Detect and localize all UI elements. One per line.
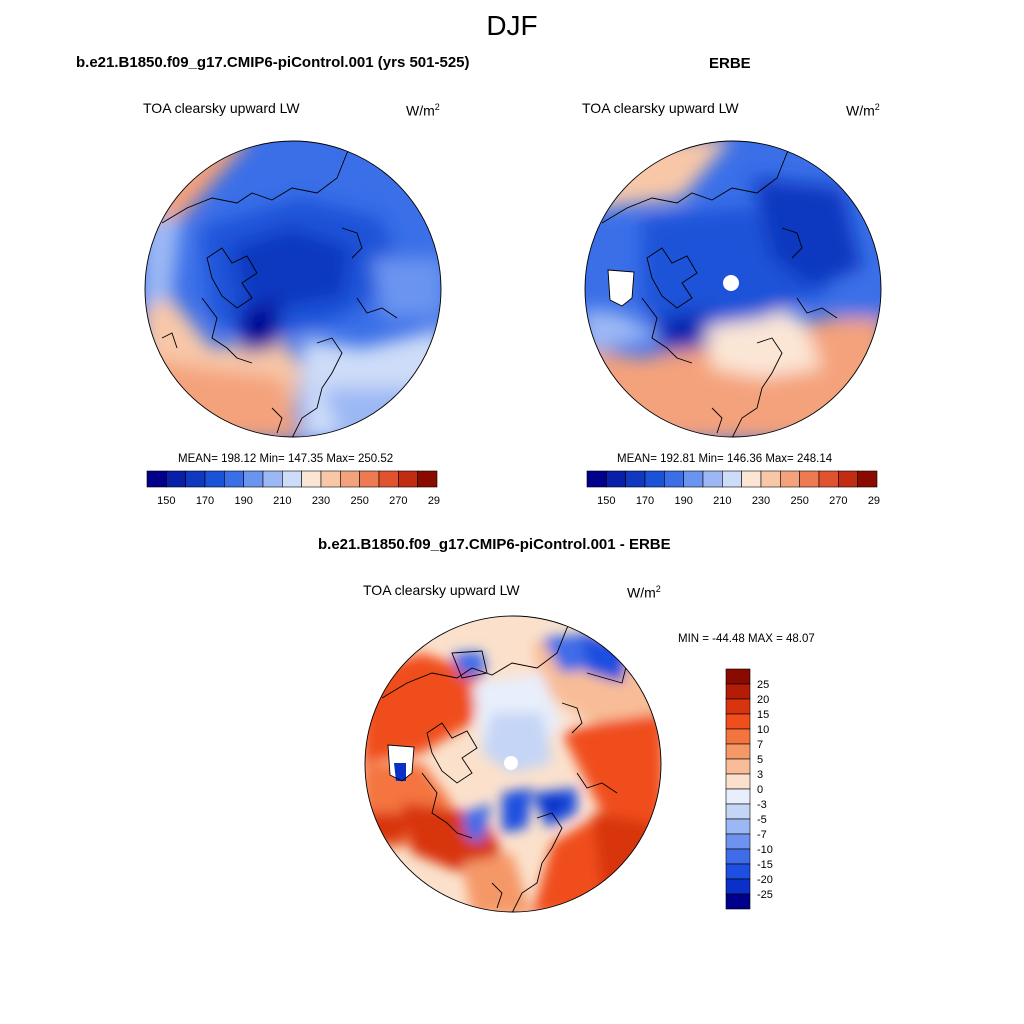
diff-colorbar-box [725,728,751,745]
diff-case-title: b.e21.B1850.f09_g17.CMIP6-piControl.001 … [318,536,671,553]
obs-colorbar-tick-label: 190 [674,495,692,507]
diff-colorbar-tick-label: 20 [757,694,769,706]
model-variable-label: TOA clearsky upward LW [143,100,300,116]
diff-colorbar-tick-label: -20 [757,874,773,886]
diff-colorbar-tick-label: 25 [757,679,769,691]
diff-colorbar-box [725,758,751,775]
obs-colorbar-box [606,470,626,488]
diff-colorbar-box [725,788,751,805]
obs-colorbar-box [586,470,607,488]
obs-colorbar-box [644,470,665,488]
model-colorbar-box [282,470,302,488]
obs-colorbar-box [838,470,858,488]
obs-colorbar-box [760,470,781,488]
diff-colorbar-tick-label: 15 [757,709,769,721]
obs-colorbar: 150 170 190 210 230 250 270 290 [586,470,880,507]
diff-colorbar-box [725,773,751,790]
obs-colorbar-box [741,470,762,488]
model-units-label: W/m2 [406,102,440,119]
diff-colorbar-box [725,743,751,760]
model-colorbar-box [417,470,438,488]
model-colorbar-box [243,470,264,488]
obs-colorbar-box [625,470,646,488]
obs-stats: MEAN= 192.81 Min= 146.36 Max= 248.14 [617,453,833,465]
model-colorbar-box [185,470,206,488]
diff-polar-map [364,615,662,913]
obs-colorbar-box [683,470,704,488]
diff-units-label: W/m2 [627,584,661,601]
obs-colorbar-tick-label: 250 [790,495,808,507]
obs-colorbar-box [664,470,684,488]
diff-colorbar-box [725,698,751,715]
model-colorbar-tick-label: 150 [157,495,175,507]
diff-colorbar-box [725,713,751,730]
diff-colorbar-tick-label: -25 [757,889,773,901]
diff-colorbar-box [725,833,751,850]
diff-colorbar-tick-label: -10 [757,844,773,856]
obs-colorbar-box [702,470,723,488]
model-colorbar-tick-label: 290 [428,495,440,507]
diff-colorbar-box [725,668,751,685]
diff-colorbar-tick-label: 10 [757,724,769,736]
obs-colorbar-box [818,470,839,488]
obs-colorbar-tick-label: 290 [868,495,880,507]
obs-colorbar-box [722,470,742,488]
diff-colorbar-box [725,683,751,700]
model-colorbar-tick-label: 210 [273,495,291,507]
obs-variable-label: TOA clearsky upward LW [582,100,739,116]
model-colorbar-box [340,470,360,488]
model-colorbar-box [359,470,380,488]
model-stats: MEAN= 198.12 Min= 147.35 Max= 250.52 [178,453,394,465]
diff-colorbar-tick-label: 3 [757,769,763,781]
obs-colorbar-box [780,470,800,488]
obs-polar-map [584,140,882,438]
model-colorbar-box [320,470,341,488]
obs-units-label: W/m2 [846,102,880,119]
obs-colorbar-tick-label: 170 [636,495,654,507]
diff-colorbar-tick-label: 0 [757,784,763,796]
obs-colorbar-tick-label: 230 [752,495,770,507]
diff-colorbar-tick-label: 7 [757,739,763,751]
model-polar-map [144,140,442,438]
model-colorbar-box [146,470,167,488]
obs-colorbar-box [857,470,878,488]
model-colorbar-tick-label: 270 [389,495,407,507]
diff-colorbar-tick-label: 5 [757,754,763,766]
obs-colorbar-box [799,470,820,488]
diff-colorbar-tick-label: -5 [757,814,767,826]
obs-colorbar-tick-label: 150 [597,495,615,507]
model-colorbar-tick-label: 190 [234,495,252,507]
model-colorbar-tick-label: 250 [350,495,368,507]
diff-colorbar: 25 20 15 10 7 5 3 0 -3 -5 -7 -10 -15 -20 -25 [725,668,773,910]
diff-variable-label: TOA clearsky upward LW [363,582,520,598]
model-colorbar-box [301,470,322,488]
model-colorbar-box [224,470,244,488]
model-colorbar-tick-label: 170 [196,495,214,507]
diff-colorbar-box [725,803,751,820]
model-colorbar-box [378,470,399,488]
obs-colorbar-tick-label: 270 [829,495,847,507]
model-colorbar-tick-label: 230 [312,495,330,507]
model-colorbar-box [204,470,225,488]
diff-colorbar-box [725,878,751,895]
figure-title: DJF [486,10,538,41]
obs-colorbar-tick-label: 210 [713,495,731,507]
diff-colorbar-tick-label: -3 [757,799,767,811]
model-colorbar: 150 170 190 210 230 250 270 290 [146,470,440,507]
diff-colorbar-box [725,863,751,880]
diff-colorbar-box [725,818,751,835]
diff-stats: MIN = -44.48 MAX = 48.07 [678,633,815,645]
diff-colorbar-box [725,848,751,865]
model-colorbar-box [398,470,418,488]
model-case-title: b.e21.B1850.f09_g17.CMIP6-piControl.001 … [76,54,470,71]
model-colorbar-box [262,470,283,488]
diff-colorbar-tick-label: -7 [757,829,767,841]
diff-colorbar-box [725,893,751,910]
model-colorbar-box [166,470,186,488]
diff-colorbar-tick-label: -15 [757,859,773,871]
obs-case-title: ERBE [709,55,751,72]
